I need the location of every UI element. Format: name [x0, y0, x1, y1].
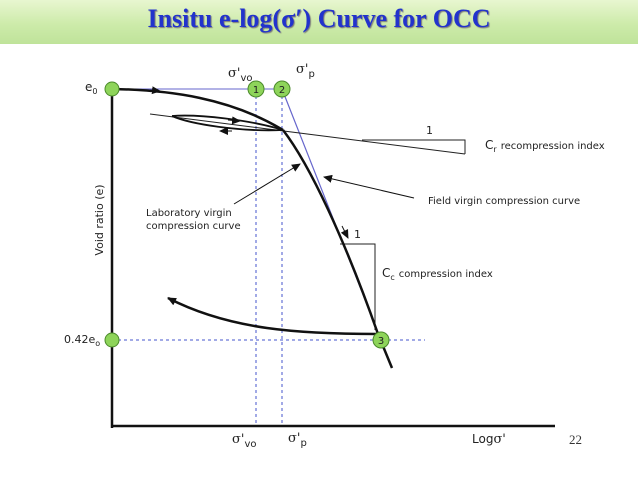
point-1-label: 1 [253, 85, 259, 96]
lab-arrow-1 [149, 86, 161, 95]
lab-final-unload-curve [167, 296, 379, 336]
slide-title: Insitu e-log(σ′) Curve for OCC [147, 4, 491, 33]
sigma-vo-top-label: σ'vo [228, 66, 253, 84]
cr-label: Cr recompression index [485, 138, 605, 154]
e0-marker [104, 81, 120, 97]
lab-curve-label-line1: Laboratory virgin [146, 208, 232, 219]
sigma-p-bottom-label: σ'p [288, 431, 307, 449]
cr-slope-one: 1 [426, 124, 433, 137]
cc-label: Cc compression index [382, 266, 493, 282]
recompression-line [149, 113, 466, 155]
point-3-marker [372, 331, 390, 349]
point-1-marker [247, 80, 265, 98]
lab-arrow-2 [227, 116, 241, 125]
cc-slope-triangle [340, 243, 376, 330]
field-curve-pointer [323, 174, 415, 199]
x-axis-label: Logσ' [472, 432, 506, 447]
e042-marker [104, 332, 120, 348]
page-number: 22 [569, 432, 582, 447]
sigma-p-top-label: σ'p [296, 62, 315, 80]
cr-slope-triangle [362, 139, 466, 154]
e0-label: e0 [85, 80, 97, 96]
sigma-vo-bottom-label: σ'vo [232, 432, 257, 450]
lab-initial-curve [111, 87, 284, 132]
field-curve-label: Field virgin compression curve [428, 196, 580, 207]
point-2-label: 2 [279, 85, 285, 96]
e042-label: 0.42eo [64, 333, 100, 348]
lab-reload-curve [171, 114, 284, 131]
point-2-marker [273, 80, 291, 98]
point-3-label: 3 [378, 336, 384, 347]
lab-unload-curve [171, 115, 284, 132]
lab-curve-pointer [233, 163, 301, 205]
cc-slope-one: 1 [354, 228, 361, 241]
lab-curve-label-line2: compression curve [146, 221, 241, 232]
y-axis-label: Void ratio (e) [93, 184, 106, 255]
lab-virgin-curve [282, 129, 394, 369]
title-bar [0, 0, 638, 44]
lab-arrow-4 [340, 225, 349, 239]
